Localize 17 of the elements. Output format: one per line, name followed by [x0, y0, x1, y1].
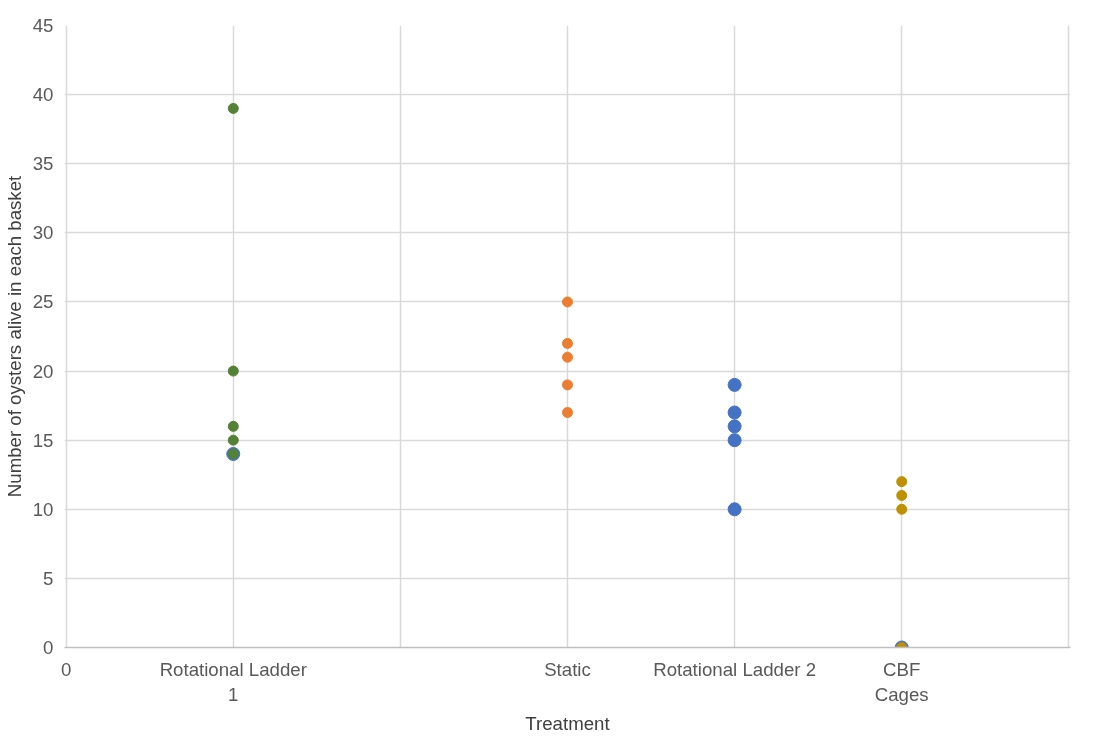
x-axis-title: Treatment [525, 712, 611, 734]
y-tick-label: 35 [32, 153, 54, 175]
y-tick-label: 20 [32, 360, 54, 382]
x-tick-label: CBF Cages [874, 658, 929, 705]
x-tick-label: 0 [60, 658, 72, 680]
y-axis-title: Number of oysters alive in each basket [3, 174, 25, 498]
y-tick-label: 15 [32, 429, 54, 451]
x-tick-label: Rotational Ladder 2 [653, 658, 817, 680]
x-tick-label: Rotational Ladder 1 [159, 658, 307, 705]
y-tick-label: 10 [32, 498, 54, 520]
y-tick-label: 0 [43, 637, 54, 658]
y-tick-label: 30 [32, 222, 54, 244]
x-tick-label: Static [544, 658, 591, 680]
y-tick-label: 5 [43, 567, 54, 589]
y-tick-label: 40 [32, 84, 54, 106]
y-tick-label: 25 [32, 291, 54, 313]
y-tick-label: 45 [32, 15, 54, 36]
